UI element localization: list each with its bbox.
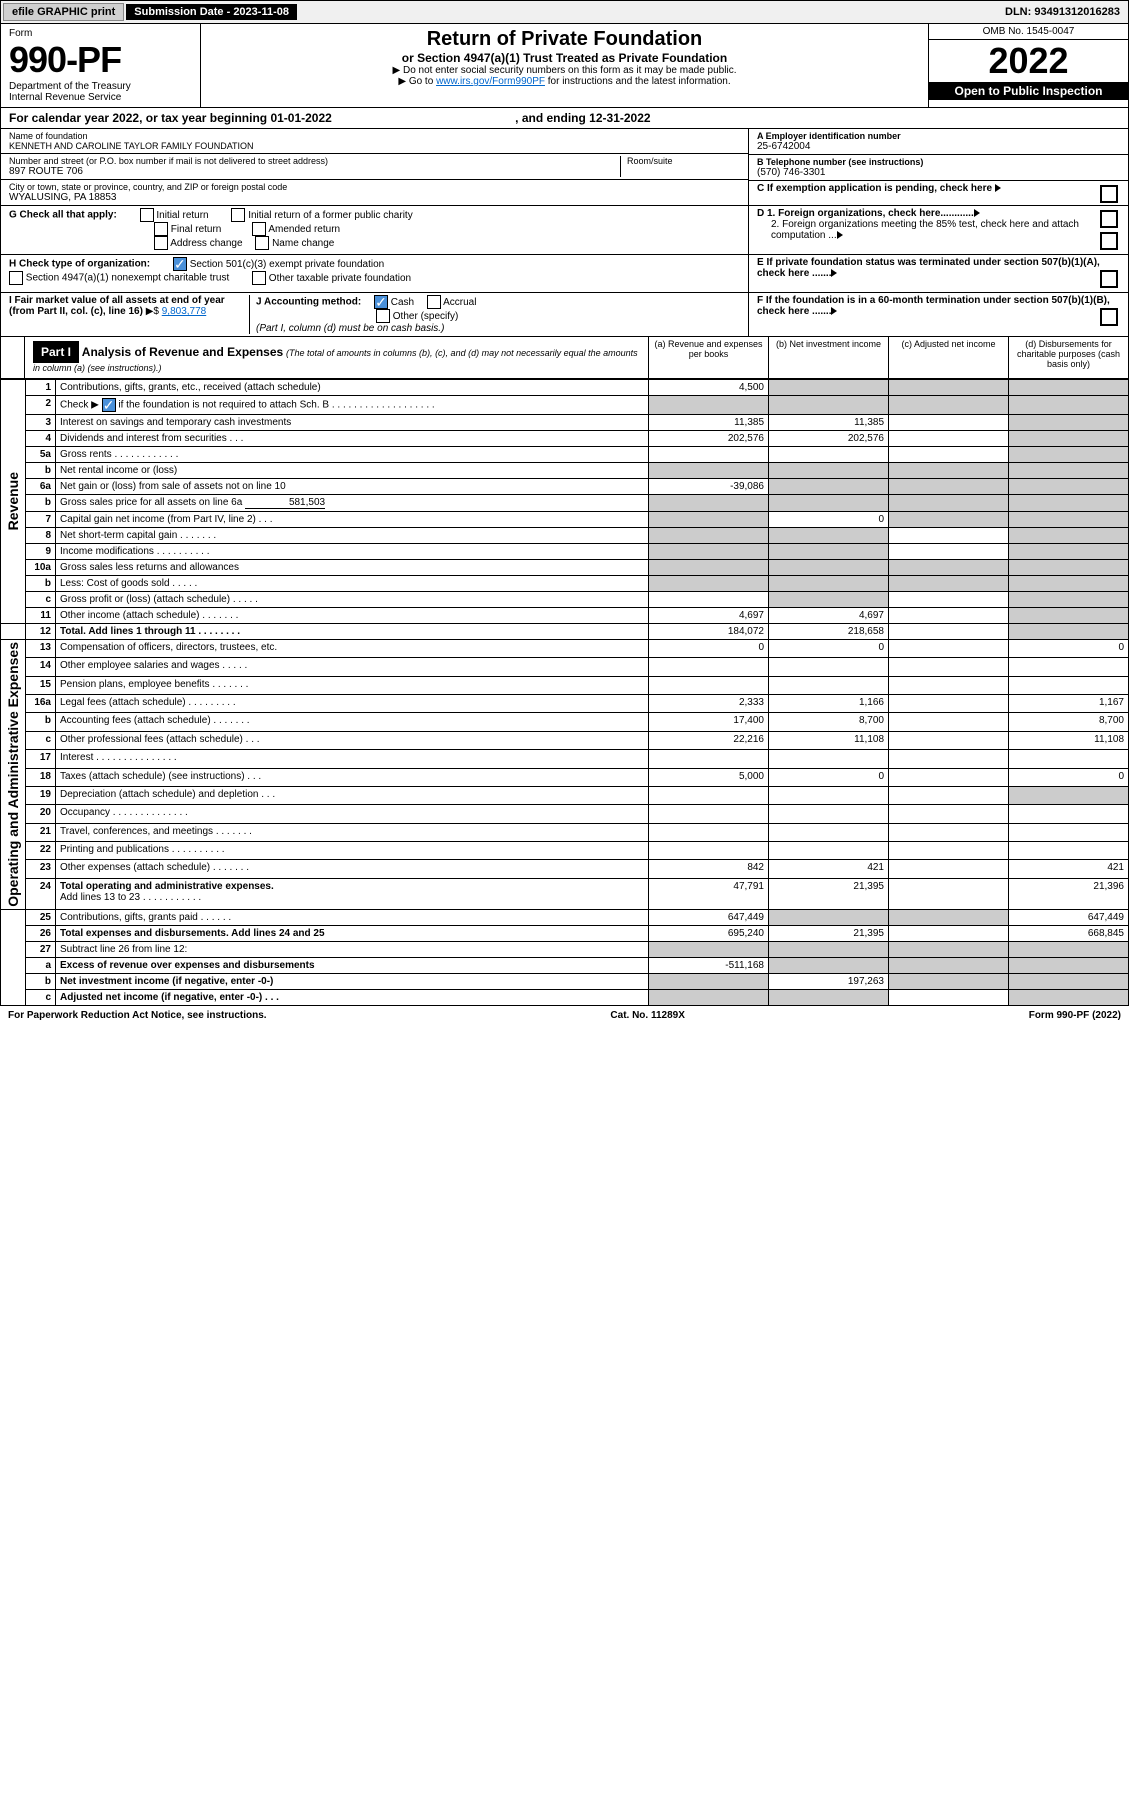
table-row: cOther professional fees (attach schedul… — [1, 731, 1129, 749]
foundation-name-cell: Name of foundation KENNETH AND CAROLINE … — [1, 129, 748, 154]
open-public-badge: Open to Public Inspection — [929, 82, 1128, 100]
table-row: aExcess of revenue over expenses and dis… — [1, 957, 1129, 973]
part1-header-row: Part I Analysis of Revenue and Expenses … — [0, 337, 1129, 379]
table-row: Revenue 1Contributions, gifts, grants, e… — [1, 380, 1129, 396]
efile-print-button[interactable]: efile GRAPHIC print — [3, 3, 124, 21]
col-b-head: (b) Net investment income — [768, 337, 888, 378]
table-row: 24Total operating and administrative exp… — [1, 878, 1129, 909]
checkbox-initial[interactable] — [140, 208, 154, 222]
tax-year: 2022 — [929, 40, 1128, 82]
year-box: OMB No. 1545-0047 2022 Open to Public In… — [928, 24, 1128, 107]
tel-cell: B Telephone number (see instructions) (5… — [749, 155, 1128, 181]
checkbox-e[interactable] — [1100, 270, 1118, 288]
submission-date: Submission Date - 2023-11-08 — [126, 4, 297, 20]
calendar-year-row: For calendar year 2022, or tax year begi… — [0, 108, 1129, 129]
table-row: 2Check ▶ ✓ if the foundation is not requ… — [1, 396, 1129, 415]
table-row: 26Total expenses and disbursements. Add … — [1, 925, 1129, 941]
ein-cell: A Employer identification number 25-6742… — [749, 129, 1128, 155]
form-title: Return of Private Foundation — [209, 28, 920, 51]
col-c-head: (c) Adjusted net income — [888, 337, 1008, 378]
table-row: 5aGross rents . . . . . . . . . . . . — [1, 447, 1129, 463]
form-header: Form 990-PF Department of the Treasury I… — [0, 24, 1129, 108]
form-number: 990-PF — [9, 39, 192, 81]
checkbox-501c3[interactable]: ✓ — [173, 257, 187, 271]
form-id-box: Form 990-PF Department of the Treasury I… — [1, 24, 201, 107]
table-row: 14Other employee salaries and wages . . … — [1, 658, 1129, 676]
table-row: 15Pension plans, employee benefits . . .… — [1, 676, 1129, 694]
table-row: 21Travel, conferences, and meetings . . … — [1, 823, 1129, 841]
fmv-link[interactable]: 9,803,778 — [162, 306, 207, 317]
table-row: 25Contributions, gifts, grants paid . . … — [1, 909, 1129, 925]
col-d-head: (d) Disbursements for charitable purpose… — [1008, 337, 1128, 378]
table-row: bNet investment income (if negative, ent… — [1, 973, 1129, 989]
expenses-side-label: Operating and Administrative Expenses — [5, 642, 21, 907]
irs-link[interactable]: www.irs.gov/Form990PF — [436, 76, 545, 87]
table-row: bLess: Cost of goods sold . . . . . — [1, 576, 1129, 592]
section-g: G Check all that apply: Initial return I… — [0, 206, 1129, 255]
entity-info: Name of foundation KENNETH AND CAROLINE … — [0, 129, 1129, 206]
checkbox-other-method[interactable] — [376, 309, 390, 323]
note-link: ▶ Go to www.irs.gov/Form990PF for instru… — [209, 76, 920, 87]
address-cell: Number and street (or P.O. box number if… — [1, 154, 748, 180]
checkbox-d1[interactable] — [1100, 210, 1118, 228]
checkbox-f[interactable] — [1100, 308, 1118, 326]
form-label: Form — [9, 28, 192, 39]
arrow-icon — [995, 184, 1001, 192]
section-h: H Check type of organization: ✓ Section … — [0, 255, 1129, 293]
table-row: 3Interest on savings and temporary cash … — [1, 415, 1129, 431]
table-row: 18Taxes (attach schedule) (see instructi… — [1, 768, 1129, 786]
checkbox-accrual[interactable] — [427, 295, 441, 309]
table-row: bGross sales price for all assets on lin… — [1, 495, 1129, 512]
checkbox-other-tax[interactable] — [252, 271, 266, 285]
table-row: 11Other income (attach schedule) . . . .… — [1, 608, 1129, 624]
checkbox-d2[interactable] — [1100, 232, 1118, 250]
table-row: bAccounting fees (attach schedule) . . .… — [1, 713, 1129, 731]
form-title-box: Return of Private Foundation or Section … — [201, 24, 928, 107]
table-row: 22Printing and publications . . . . . . … — [1, 841, 1129, 859]
table-row: 6aNet gain or (loss) from sale of assets… — [1, 479, 1129, 495]
section-ij: I Fair market value of all assets at end… — [0, 293, 1129, 337]
checkbox-addr-change[interactable] — [154, 236, 168, 250]
table-row: 17Interest . . . . . . . . . . . . . . . — [1, 750, 1129, 768]
table-row: 9Income modifications . . . . . . . . . … — [1, 544, 1129, 560]
table-row: cAdjusted net income (if negative, enter… — [1, 989, 1129, 1005]
checkbox-initial-former[interactable] — [231, 208, 245, 222]
table-row: Operating and Administrative Expenses 13… — [1, 640, 1129, 658]
table-row: 27Subtract line 26 from line 12: — [1, 941, 1129, 957]
table-row: 8Net short-term capital gain . . . . . .… — [1, 528, 1129, 544]
table-row: bNet rental income or (loss) — [1, 463, 1129, 479]
checkbox-4947[interactable] — [9, 271, 23, 285]
footer: For Paperwork Reduction Act Notice, see … — [0, 1006, 1129, 1025]
table-row: 7Capital gain net income (from Part IV, … — [1, 512, 1129, 528]
part1-badge: Part I — [33, 341, 79, 363]
checkbox-c[interactable] — [1100, 185, 1118, 203]
checkbox-amended[interactable] — [252, 222, 266, 236]
table-row: cGross profit or (loss) (attach schedule… — [1, 592, 1129, 608]
checkbox-name-change[interactable] — [255, 236, 269, 250]
form-subtitle: or Section 4947(a)(1) Trust Treated as P… — [209, 51, 920, 65]
cat-no: Cat. No. 11289X — [610, 1010, 684, 1021]
paperwork-notice: For Paperwork Reduction Act Notice, see … — [8, 1010, 267, 1021]
dln-label: DLN: 93491312016283 — [997, 4, 1128, 20]
table-row: 16aLegal fees (attach schedule) . . . . … — [1, 695, 1129, 713]
top-bar: efile GRAPHIC print Submission Date - 20… — [0, 0, 1129, 24]
checkbox-final[interactable] — [154, 222, 168, 236]
dept-label: Department of the Treasury Internal Reve… — [9, 81, 192, 103]
table-row: 23Other expenses (attach schedule) . . .… — [1, 860, 1129, 878]
revenue-side-label: Revenue — [5, 472, 21, 530]
table-row: 19Depreciation (attach schedule) and dep… — [1, 786, 1129, 804]
col-a-head: (a) Revenue and expenses per books — [648, 337, 768, 378]
note-ssn: ▶ Do not enter social security numbers o… — [209, 65, 920, 76]
table-row: 12Total. Add lines 1 through 11 . . . . … — [1, 624, 1129, 640]
checkbox-cash[interactable]: ✓ — [374, 295, 388, 309]
checkbox-sch-b[interactable]: ✓ — [102, 398, 116, 412]
table-row: 4Dividends and interest from securities … — [1, 431, 1129, 447]
form-ref: Form 990-PF (2022) — [1029, 1010, 1121, 1021]
part1-table: Revenue 1Contributions, gifts, grants, e… — [0, 379, 1129, 1006]
omb-number: OMB No. 1545-0047 — [929, 24, 1128, 40]
table-row: 10aGross sales less returns and allowanc… — [1, 560, 1129, 576]
exemption-pending-cell: C If exemption application is pending, c… — [749, 181, 1128, 196]
table-row: 20Occupancy . . . . . . . . . . . . . . — [1, 805, 1129, 823]
city-cell: City or town, state or province, country… — [1, 180, 748, 205]
